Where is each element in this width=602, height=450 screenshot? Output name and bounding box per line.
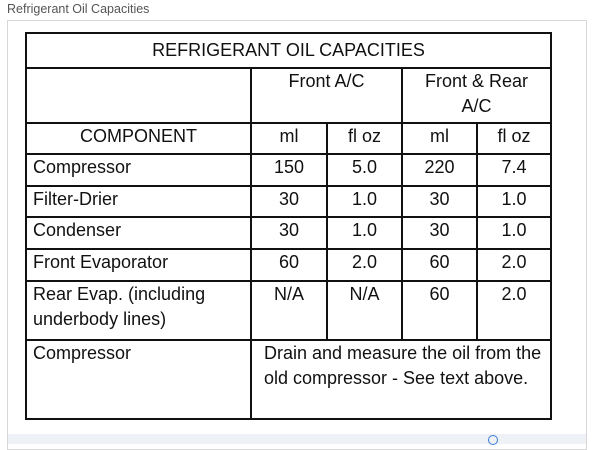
oil-capacities-table: REFRIGERANT OIL CAPACITIES Front A/C Fro… xyxy=(25,32,552,420)
cell: 60 xyxy=(250,248,328,282)
zoom-icon[interactable] xyxy=(488,435,498,445)
table-row: Rear Evap. (including underbody lines) N/… xyxy=(25,280,552,341)
group-front-rear-ac: Front & Rear A/C xyxy=(401,67,552,124)
cell: 30 xyxy=(250,216,328,250)
cell: 30 xyxy=(401,185,478,218)
group-front-ac: Front A/C xyxy=(250,67,403,124)
component-header: COMPONENT xyxy=(25,122,252,155)
cell: N/A xyxy=(250,280,328,341)
component-name: Filter-Drier xyxy=(25,185,252,218)
component-name: Compressor xyxy=(25,339,252,420)
cell: 30 xyxy=(250,185,328,218)
cell: N/A xyxy=(326,280,403,341)
cell: 30 xyxy=(401,216,478,250)
component-name: Front Evaporator xyxy=(25,248,252,282)
cell: 7.4 xyxy=(476,153,552,187)
cell: 60 xyxy=(401,248,478,282)
unit-header: fl oz xyxy=(326,122,403,155)
component-name: Compressor xyxy=(25,153,252,187)
cell: 2.0 xyxy=(476,248,552,282)
table-row: Compressor Drain and measure the oil from… xyxy=(25,339,552,420)
table-row: Condenser 30 1.0 30 1.0 xyxy=(25,216,552,250)
cell: 1.0 xyxy=(476,185,552,218)
cell: 5.0 xyxy=(326,153,403,187)
table-row: Compressor 150 5.0 220 7.4 xyxy=(25,153,552,187)
cell: 2.0 xyxy=(476,280,552,341)
unit-header: ml xyxy=(250,122,328,155)
cell: 1.0 xyxy=(326,185,403,218)
cell: 1.0 xyxy=(476,216,552,250)
table-row: Front Evaporator 60 2.0 60 2.0 xyxy=(25,248,552,282)
component-name: Rear Evap. (including underbody lines) xyxy=(25,280,252,341)
cell: 150 xyxy=(250,153,328,187)
cell: 220 xyxy=(401,153,478,187)
cell: 1.0 xyxy=(326,216,403,250)
cell: 60 xyxy=(401,280,478,341)
unit-header: ml xyxy=(401,122,478,155)
cell: 2.0 xyxy=(326,248,403,282)
unit-header: fl oz xyxy=(476,122,552,155)
footer-bar xyxy=(8,434,586,444)
component-name: Condenser xyxy=(25,216,252,250)
table-title: REFRIGERANT OIL CAPACITIES xyxy=(25,32,552,69)
image-caption: Refrigerant Oil Capacities xyxy=(7,2,150,16)
blank-header xyxy=(25,67,252,124)
table-row: Filter-Drier 30 1.0 30 1.0 xyxy=(25,185,552,218)
note-cell: Drain and measure the oil from the old c… xyxy=(250,339,552,420)
